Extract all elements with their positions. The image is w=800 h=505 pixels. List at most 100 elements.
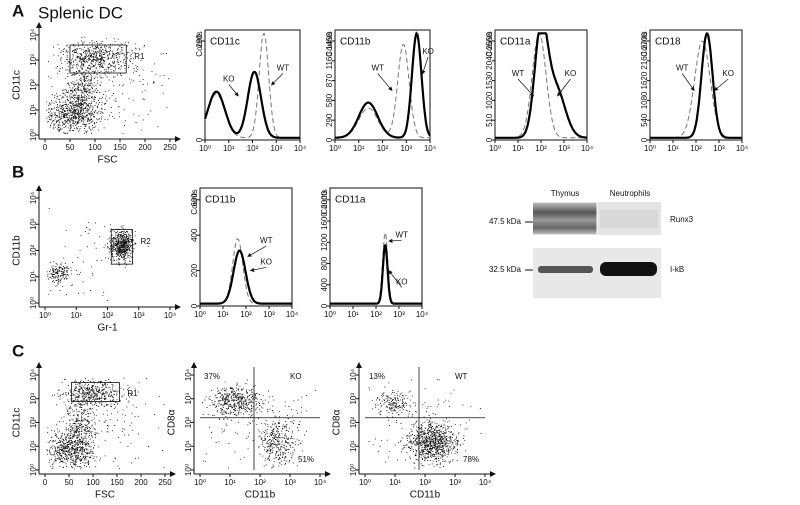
size-label: 47.5 kDa xyxy=(489,217,522,226)
wt-curve xyxy=(335,43,430,139)
ko-curve xyxy=(203,70,300,139)
y-tick-label: 10¹ xyxy=(29,440,38,452)
x-tick-label: 10¹ xyxy=(389,478,401,487)
x-tick-label: 10⁴ xyxy=(286,310,299,319)
y-axis-label: CD11c xyxy=(12,408,23,438)
y-tick-label: 10⁴ xyxy=(349,368,358,381)
ko-pointer xyxy=(557,78,571,97)
y-tick-label: 1080 xyxy=(640,91,649,109)
x-tick-label: 10² xyxy=(370,310,382,319)
y-tick-label: 10⁰ xyxy=(29,129,38,141)
y-axis-label: Counts xyxy=(640,31,649,56)
y-tick-label: 290 xyxy=(195,34,204,48)
y-tick-label: 1530 xyxy=(485,71,494,89)
x-tick-label: 10³ xyxy=(270,144,282,153)
x-tick-label: 10¹ xyxy=(347,310,359,319)
size-label: 32.5 kDa xyxy=(489,265,522,274)
y-tick-label: 600 xyxy=(190,193,199,207)
x-tick-label: 10² xyxy=(535,144,547,153)
y-tick-label: 400 xyxy=(190,228,199,242)
y-axis-label: Counts xyxy=(195,31,204,56)
y-tick-label: 1620 xyxy=(640,71,649,89)
wt-curve xyxy=(204,32,300,139)
y-tick-label: 1600 xyxy=(320,212,329,230)
y-tick-label: 10² xyxy=(29,79,38,91)
x-tick-label: 10² xyxy=(102,311,114,320)
wt-pointer xyxy=(377,73,393,92)
ko-label: KO xyxy=(722,69,734,78)
x-tick-label: 150 xyxy=(113,143,127,152)
y-tick-label: 10² xyxy=(184,416,193,428)
ko-curve xyxy=(650,32,742,139)
gate-label: R2 xyxy=(141,237,152,246)
histogram-marker: CD18 xyxy=(655,37,681,48)
y-axis-label: Counts xyxy=(320,189,329,214)
ko-pointer xyxy=(713,78,729,91)
x-tick-label: 10³ xyxy=(263,310,275,319)
x-tick-label: 10³ xyxy=(133,311,145,320)
wt-pointer xyxy=(681,73,695,92)
histogram-marker: CD11a xyxy=(335,195,366,206)
y-axis-label: Counts xyxy=(190,189,199,214)
ko-curve xyxy=(200,249,292,305)
protein-label: Runx3 xyxy=(670,215,694,224)
y-axis-label: CD11b xyxy=(12,235,23,266)
gate-label: R1 xyxy=(127,389,138,398)
y-tick-label: 800 xyxy=(320,256,329,270)
ko-label: KO xyxy=(260,257,272,266)
gate xyxy=(71,382,120,403)
x-tick-label: 10¹ xyxy=(224,478,236,487)
x-tick-label: 10³ xyxy=(400,144,412,153)
x-tick-label: 10⁰ xyxy=(324,310,336,319)
wt-pointer xyxy=(271,73,284,86)
y-tick-label: 290 xyxy=(325,113,334,127)
panel-label: C xyxy=(12,341,24,360)
ko-pointer xyxy=(249,266,267,272)
y-axis-label: CD8α xyxy=(332,409,343,435)
x-tick-label: 10³ xyxy=(713,144,725,153)
y-tick-label: 10⁰ xyxy=(184,464,193,476)
panel-label: A xyxy=(12,1,24,20)
ko-pointer xyxy=(388,270,403,288)
wt-label: WT xyxy=(396,230,409,239)
x-tick-label: 10¹ xyxy=(217,310,229,319)
x-tick-label: 250 xyxy=(158,478,172,487)
y-tick-label: 580 xyxy=(325,93,334,107)
y-axis-label: Counts xyxy=(485,31,494,56)
quadrant-label: WT xyxy=(455,372,468,381)
wt-label: WT xyxy=(676,64,689,73)
x-tick-label: 50 xyxy=(66,143,75,152)
plot-frame xyxy=(329,187,423,307)
ko-curve xyxy=(495,32,587,139)
wt-curve xyxy=(330,232,422,305)
y-tick-label: 10² xyxy=(29,244,38,256)
x-tick-label: 10² xyxy=(419,478,431,487)
x-tick-label: 200 xyxy=(134,478,148,487)
ko-pointer xyxy=(228,84,239,97)
ko-curve xyxy=(330,244,422,305)
gate xyxy=(69,44,127,74)
ko-label: KO xyxy=(396,278,408,287)
x-tick-label: 10² xyxy=(377,144,389,153)
histogram-marker: CD11b xyxy=(205,195,236,206)
y-tick-label: 10⁴ xyxy=(29,28,38,41)
quadrant-label: KO xyxy=(290,372,302,381)
x-tick-label: 10⁴ xyxy=(424,144,437,153)
x-tick-label: 10⁴ xyxy=(164,311,177,320)
y-tick-label: 200 xyxy=(190,263,199,277)
ko-pointer xyxy=(421,56,429,75)
y-tick-label: 10⁴ xyxy=(184,368,193,381)
dot-cloud xyxy=(202,379,316,469)
y-tick-label: 1200 xyxy=(320,233,329,251)
y-tick-label: 0 xyxy=(320,303,329,308)
lane-label: Neutrophils xyxy=(610,189,650,198)
x-axis-label: FSC xyxy=(98,155,118,166)
y-axis-label: Counts xyxy=(325,31,334,56)
y-tick-label: 2040 xyxy=(485,51,494,69)
x-tick-label: 10¹ xyxy=(70,311,82,320)
y-tick-label: 870 xyxy=(325,73,334,87)
y-tick-label: 510 xyxy=(485,113,494,127)
y-tick-label: 10⁰ xyxy=(349,464,358,476)
protein-label: I-kB xyxy=(670,265,684,274)
